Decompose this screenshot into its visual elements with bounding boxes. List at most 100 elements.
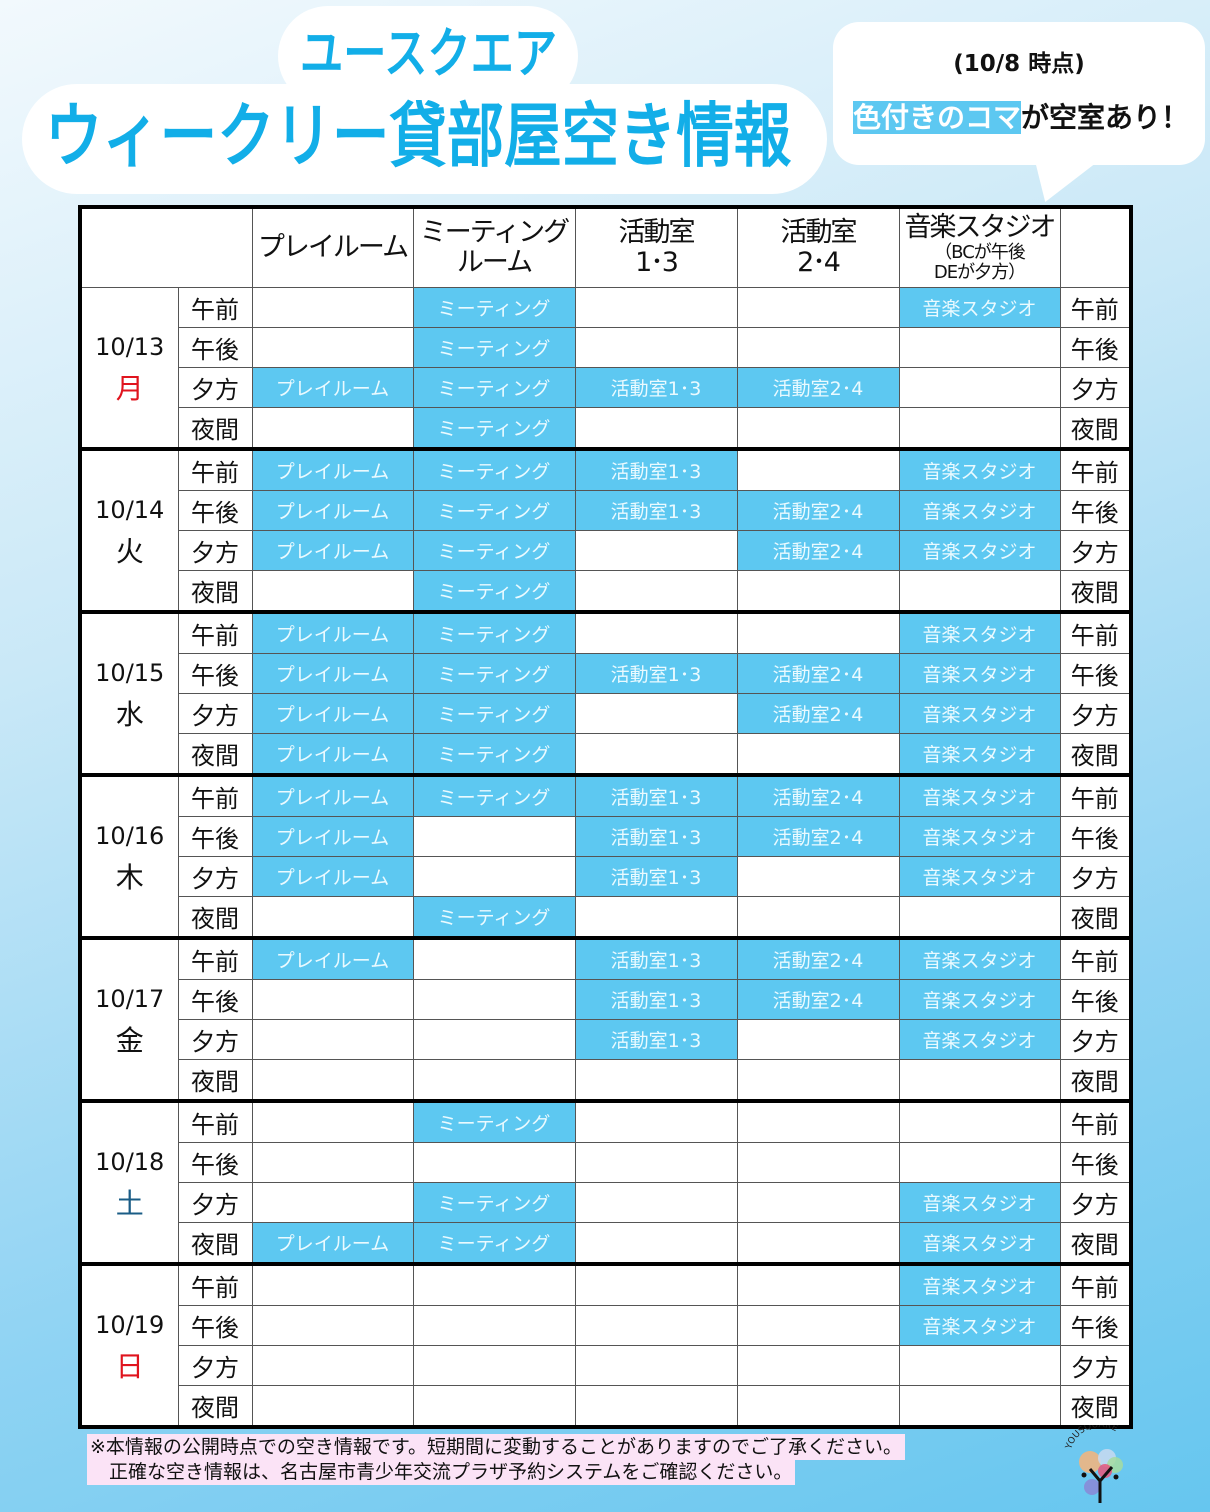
table-row: 午後 プレイルーム ミーティング 活動室1･3 活動室2･4 音楽スタジオ 午後 xyxy=(80,653,1132,694)
unavailable-slot xyxy=(251,1142,414,1183)
table-row: 夜間 ミーティング 夜間 xyxy=(80,896,1132,939)
table-row: 10/16 木午前 プレイルーム ミーティング 活動室1･3 活動室2･4 音楽スタジオ 午前 xyxy=(79,773,1132,939)
available-slot: ミーティング xyxy=(412,490,576,531)
table-row: 夕方 プレイルーム 活動室1･3 音楽スタジオ 夕方 xyxy=(80,856,1132,897)
available-slot: 音楽スタジオ xyxy=(898,653,1061,694)
available-slot: 活動室1･3 xyxy=(574,367,738,408)
available-slot: プレイルーム xyxy=(251,530,414,571)
column-header-1: ミーティング ルーム xyxy=(412,206,576,288)
header-row: プレイルーム ミーティング ルーム 活動室 1･3 活動室 2･4 音楽スタジオ （BCが午後 D… xyxy=(79,206,1132,288)
available-slot: 音楽スタジオ xyxy=(898,936,1061,980)
available-slot: プレイルーム xyxy=(251,367,414,408)
unavailable-slot xyxy=(736,1222,900,1265)
slot-label: 夜間 xyxy=(177,733,253,776)
unavailable-slot xyxy=(251,1305,414,1346)
unavailable-slot xyxy=(898,1059,1061,1102)
unavailable-slot xyxy=(574,1182,738,1223)
unavailable-slot xyxy=(574,327,738,368)
column-header-label: 活動室 xyxy=(618,217,696,248)
column-header-label: 1･3 xyxy=(635,247,679,278)
available-slot: 活動室1･3 xyxy=(574,773,738,817)
unavailable-slot xyxy=(251,570,414,613)
legend-note: 色付きのコマが空室あり！ xyxy=(853,100,1189,136)
available-slot: ミーティング xyxy=(412,733,576,776)
unavailable-slot xyxy=(412,1059,576,1102)
unavailable-slot xyxy=(574,1262,738,1306)
available-slot: 活動室2･4 xyxy=(736,490,900,531)
unavailable-slot xyxy=(736,287,900,328)
column-header-0: プレイルーム xyxy=(251,206,414,288)
available-slot: ミーティング xyxy=(412,773,576,817)
title-line2: ウィークリー貸部屋空き情報 xyxy=(45,95,792,177)
available-slot: 活動室2･4 xyxy=(736,773,900,817)
unavailable-slot xyxy=(898,1142,1061,1183)
column-header-label: プレイルーム xyxy=(257,232,409,263)
available-slot: プレイルーム xyxy=(251,653,414,694)
slot-label: 午後 xyxy=(177,816,253,857)
day-of-week: 月 xyxy=(115,371,144,405)
unavailable-slot xyxy=(574,1059,738,1102)
footer-notice-2: 正確な空き情報は、名古屋市青少年交流プラザ予約システムをご確認ください。 xyxy=(87,1460,796,1485)
available-slot: 音楽スタジオ xyxy=(898,979,1061,1020)
unavailable-slot xyxy=(251,1019,414,1060)
available-slot: 活動室2･4 xyxy=(736,530,900,571)
table-row: 夜間 ミーティング 夜間 xyxy=(80,407,1132,450)
unavailable-slot xyxy=(574,570,738,613)
svg-text:YOUSQUARE: YOUSQUARE xyxy=(1064,1425,1119,1451)
title-cloud-main xyxy=(22,84,827,194)
available-slot: 活動室1･3 xyxy=(574,490,738,531)
table-row: 夜間 夜間 xyxy=(80,1385,1132,1428)
day-cell: 10/19 日 xyxy=(79,1262,179,1428)
unavailable-slot xyxy=(412,1385,576,1428)
table-row: 10/18 土午前 ミーティング 午前 xyxy=(79,1099,1132,1265)
slot-label: 夜間 xyxy=(177,407,253,450)
title-block: ユースクエア ウィークリー貸部屋空き情報 xyxy=(0,0,828,200)
unavailable-slot xyxy=(736,1182,900,1223)
unavailable-slot xyxy=(412,816,576,857)
day-date: 10/13 xyxy=(95,332,165,361)
slot-label: 夕方 xyxy=(177,1019,253,1060)
available-slot: ミーティング xyxy=(412,1099,576,1143)
column-header-sub: DEが夕方） xyxy=(933,262,1026,283)
unavailable-slot xyxy=(736,327,900,368)
available-slot: 音楽スタジオ xyxy=(898,530,1061,571)
unavailable-slot xyxy=(736,1019,900,1060)
slot-label: 午前 xyxy=(177,447,253,491)
available-slot: 音楽スタジオ xyxy=(898,816,1061,857)
available-slot: 活動室2･4 xyxy=(736,367,900,408)
unavailable-slot xyxy=(574,733,738,776)
available-slot: ミーティング xyxy=(412,367,576,408)
unavailable-slot xyxy=(574,407,738,450)
day-date: 10/16 xyxy=(95,821,165,850)
slot-label-right: 夕方 xyxy=(1059,367,1132,408)
unavailable-slot xyxy=(412,1019,576,1060)
unavailable-slot xyxy=(736,896,900,939)
table-row: 午後 プレイルーム ミーティング 活動室1･3 活動室2･4 音楽スタジオ 午後 xyxy=(80,490,1132,531)
column-header-label: 音楽スタジオ xyxy=(904,212,1057,243)
unavailable-slot xyxy=(574,1142,738,1183)
slot-label-right: 午前 xyxy=(1059,610,1132,654)
slot-label: 夕方 xyxy=(177,1345,253,1386)
table-row: 10/15 水午前 プレイルーム ミーティング 音楽スタジオ 午前 xyxy=(79,610,1132,776)
available-slot: 活動室1･3 xyxy=(574,979,738,1020)
slot-label: 夜間 xyxy=(177,570,253,613)
slot-label-right: 夕方 xyxy=(1059,1345,1132,1386)
available-slot: プレイルーム xyxy=(251,610,414,654)
available-slot: 活動室2･4 xyxy=(736,693,900,734)
unavailable-slot xyxy=(574,530,738,571)
slot-label: 午後 xyxy=(177,1142,253,1183)
slot-label: 午前 xyxy=(177,1099,253,1143)
unavailable-slot xyxy=(574,1099,738,1143)
slot-label-right: 午前 xyxy=(1059,1099,1132,1143)
slot-label-right: 夜間 xyxy=(1059,896,1132,939)
day-date: 10/14 xyxy=(95,495,165,524)
day-cell: 10/17 金 xyxy=(79,936,179,1102)
unavailable-slot xyxy=(736,733,900,776)
table-row: 夜間 プレイルーム ミーティング 音楽スタジオ 夜間 xyxy=(80,733,1132,776)
unavailable-slot xyxy=(412,979,576,1020)
table-row: 夜間 夜間 xyxy=(80,1059,1132,1102)
slot-label: 夕方 xyxy=(177,530,253,571)
available-slot: 活動室1･3 xyxy=(574,653,738,694)
slot-label: 午後 xyxy=(177,1305,253,1346)
info-bubble: (10/8 時点) 色付きのコマが空室あり！ xyxy=(833,22,1205,165)
